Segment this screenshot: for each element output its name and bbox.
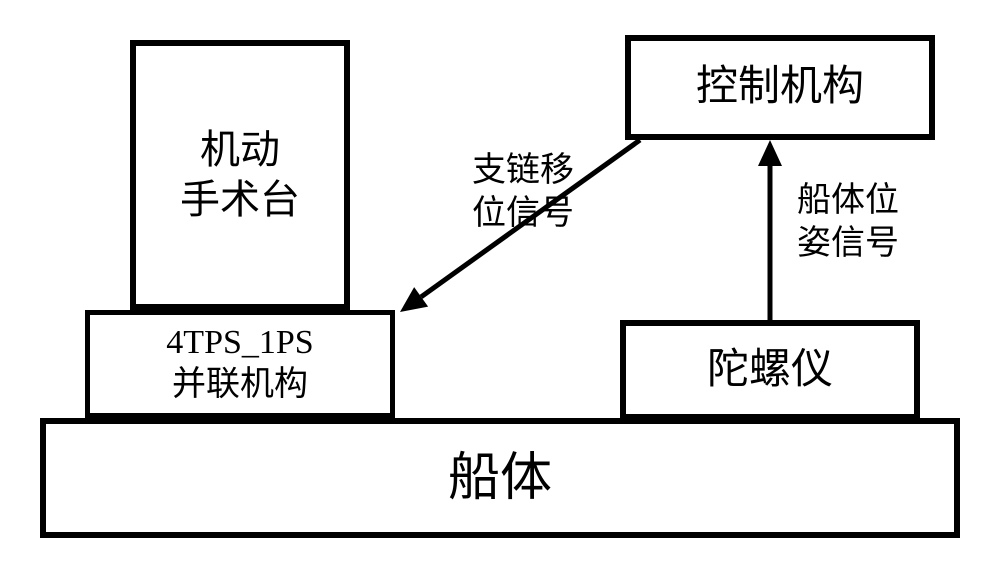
box-gyroscope-label: 陀螺仪 (707, 344, 833, 397)
box-operating-table: 机动 手术台 (130, 40, 350, 310)
box-hull: 船体 (40, 418, 960, 538)
diagram-canvas: 机动 手术台 4TPS_1PS 并联机构 控制机构 陀螺仪 船体 支链移 位信号… (0, 0, 1000, 576)
box-gyroscope: 陀螺仪 (620, 320, 920, 420)
box-parallel-mechanism-label: 4TPS_1PS 并联机构 (166, 322, 313, 407)
box-controller-label: 控制机构 (696, 61, 864, 114)
box-controller: 控制机构 (625, 35, 935, 140)
box-operating-table-label: 机动 手术台 (180, 125, 300, 225)
label-branch-displacement-signal: 支链移 位信号 (472, 150, 574, 235)
box-hull-label: 船体 (448, 446, 552, 511)
box-parallel-mechanism: 4TPS_1PS 并联机构 (85, 310, 395, 418)
label-hull-pose-signal: 船体位 姿信号 (797, 180, 899, 265)
